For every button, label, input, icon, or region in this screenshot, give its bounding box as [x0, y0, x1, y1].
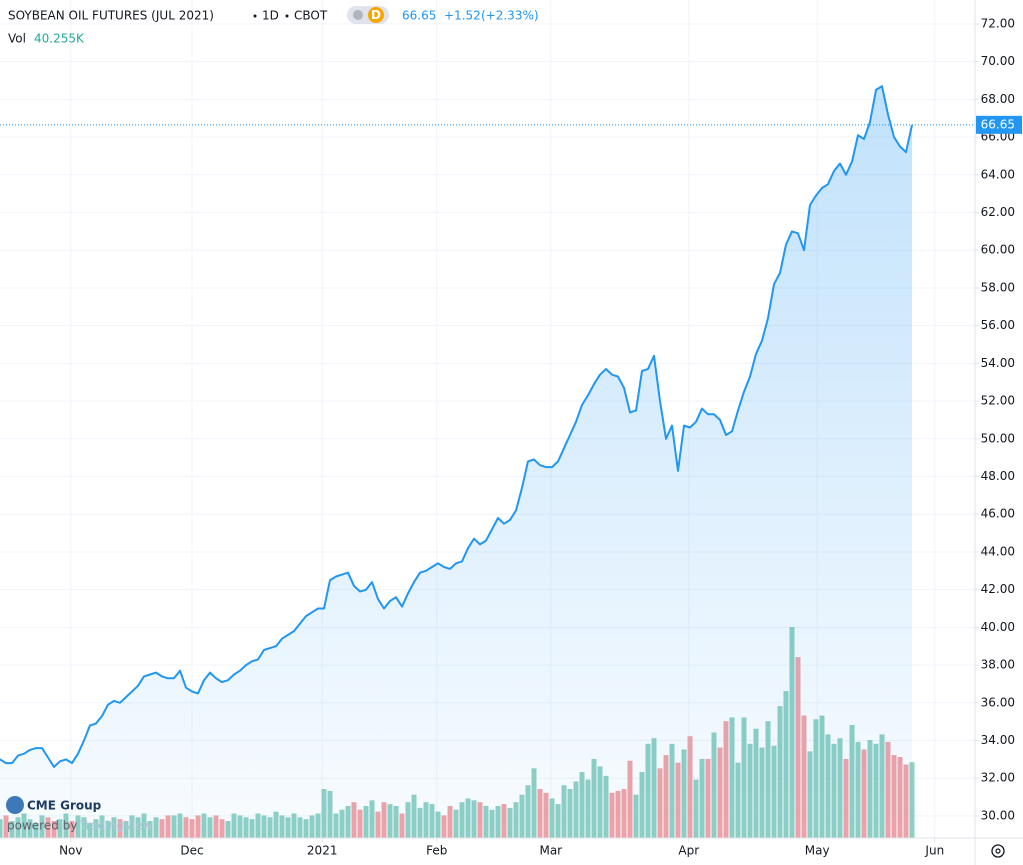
y-tick-label: 44.00	[981, 544, 1015, 558]
badge-label: D	[371, 8, 381, 22]
price-line	[0, 85, 913, 768]
x-tick-label: Jun	[924, 844, 944, 858]
settings-button[interactable]	[991, 844, 1005, 858]
y-tick-label: 56.00	[981, 318, 1015, 332]
separator	[253, 14, 257, 18]
x-tick-label: Apr	[678, 844, 699, 858]
gear-icon[interactable]	[991, 844, 1005, 858]
y-tick-label: 68.00	[981, 92, 1015, 106]
branding: CME Group powered by TradingView	[6, 796, 153, 833]
y-tick-label: 70.00	[981, 54, 1015, 68]
y-tick-label: 42.00	[981, 582, 1015, 596]
y-tick-label: 54.00	[981, 356, 1015, 370]
price-pane	[0, 85, 975, 838]
x-tick-label: May	[805, 844, 830, 858]
y-tick-label: 30.00	[981, 808, 1015, 822]
volume-label: Vol	[8, 32, 26, 46]
y-tick-label: 58.00	[981, 280, 1015, 294]
symbol-title: SOYBEAN OIL FUTURES (JUL 2021)	[8, 9, 214, 23]
separator	[285, 14, 289, 18]
logo-text: CME Group	[27, 799, 102, 813]
exchange: CBOT	[294, 9, 328, 23]
tradingview-link[interactable]: TradingView	[79, 819, 153, 833]
x-tick-label: Nov	[59, 844, 82, 858]
badge-dot	[353, 10, 363, 20]
y-tick-label: 46.00	[981, 507, 1015, 521]
last-price-tag	[976, 115, 1022, 134]
last-price: 66.65	[402, 9, 436, 23]
y-tick-label: 60.00	[981, 243, 1015, 257]
y-tick-label: 52.00	[981, 394, 1015, 408]
y-tick-label: 48.00	[981, 469, 1015, 483]
gear-hub	[995, 848, 1001, 854]
y-tick-label: 36.00	[981, 695, 1015, 709]
volume-value: 40.255K	[34, 32, 85, 46]
y-tick-label: 40.00	[981, 620, 1015, 634]
change-percent: (+2.33%)	[481, 9, 539, 23]
y-tick-label: 72.00	[981, 16, 1015, 30]
x-tick-label: Mar	[539, 844, 562, 858]
y-tick-label: 50.00	[981, 431, 1015, 445]
price-area	[0, 86, 912, 838]
y-tick-label: 34.00	[981, 733, 1015, 747]
x-tick-label: 2021	[307, 844, 338, 858]
badge-circle	[368, 7, 384, 23]
axes: 30.00 32.00 34.00 36.00 38.00 40.00 42.00 44.00…	[59, 16, 1022, 858]
interval: 1D	[262, 9, 279, 23]
y-tick-label: 32.00	[981, 771, 1015, 785]
legend-header: SOYBEAN OIL FUTURES (JUL 2021) 1D CBOT D…	[8, 6, 539, 46]
y-tick-label: 64.00	[981, 167, 1015, 181]
y-tick-label: 38.00	[981, 658, 1015, 672]
x-tick-label: Feb	[426, 844, 447, 858]
last-price-label: 66.65	[981, 117, 1015, 131]
y-tick-label: 62.00	[981, 205, 1015, 219]
powered-by: powered by	[7, 819, 77, 833]
logo-globe	[6, 796, 24, 814]
change: +1.52	[444, 9, 481, 23]
x-tick-label: Dec	[180, 844, 203, 858]
